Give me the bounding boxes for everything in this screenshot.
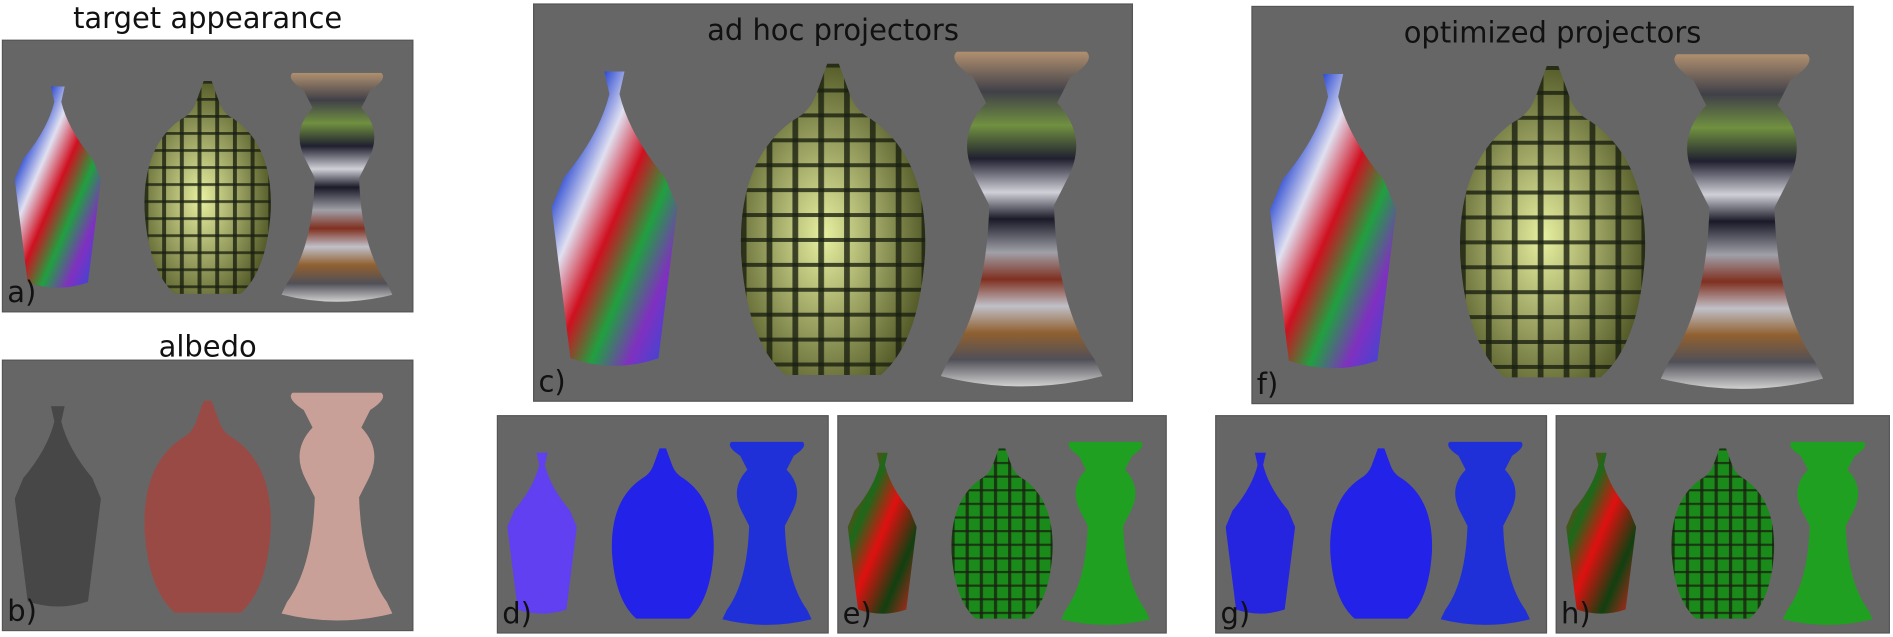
panel-label: a) (7, 275, 36, 309)
panel-label: h) (1561, 596, 1591, 630)
panel-label: d) (502, 596, 532, 630)
panel-label: b) (7, 594, 37, 628)
panel-label: g) (1221, 596, 1251, 630)
panel-title: target appearance (73, 1, 342, 35)
panel-label: f) (1257, 367, 1279, 401)
panel-label: e) (843, 596, 872, 630)
panel-label: c) (538, 365, 565, 399)
panel-title: albedo (159, 330, 257, 364)
panel-title: optimized projectors (1404, 16, 1702, 50)
panel-title: ad hoc projectors (707, 13, 959, 47)
